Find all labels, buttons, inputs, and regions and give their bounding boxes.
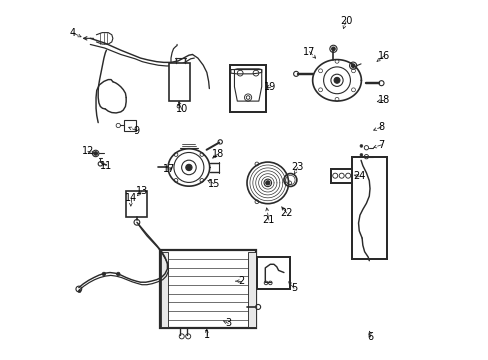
Bar <box>161 252 168 327</box>
Circle shape <box>185 164 192 171</box>
Text: 4: 4 <box>70 28 76 38</box>
Text: 12: 12 <box>81 146 94 156</box>
Text: 10: 10 <box>175 104 187 114</box>
Circle shape <box>94 152 97 155</box>
Circle shape <box>351 64 354 67</box>
Circle shape <box>359 153 362 156</box>
Bar <box>169 63 190 101</box>
Text: 8: 8 <box>378 122 384 132</box>
Text: 3: 3 <box>225 319 231 328</box>
Bar <box>124 121 136 131</box>
Circle shape <box>331 47 335 51</box>
Text: 5: 5 <box>290 283 297 293</box>
Circle shape <box>265 181 269 185</box>
Circle shape <box>78 290 81 293</box>
Bar <box>248 252 255 327</box>
Bar <box>230 65 265 112</box>
Text: 17: 17 <box>303 46 315 57</box>
Text: 11: 11 <box>100 161 112 171</box>
Text: 2: 2 <box>237 276 244 286</box>
Text: 15: 15 <box>207 179 220 189</box>
Text: 21: 21 <box>262 215 275 225</box>
Circle shape <box>102 272 105 276</box>
Circle shape <box>116 272 120 276</box>
Text: 18: 18 <box>377 95 389 105</box>
Text: 19: 19 <box>264 82 276 92</box>
Text: 9: 9 <box>133 126 139 135</box>
Bar <box>160 250 256 328</box>
Bar <box>330 168 354 183</box>
Text: 6: 6 <box>367 332 373 342</box>
Circle shape <box>359 144 362 147</box>
Circle shape <box>333 77 339 83</box>
Bar <box>351 157 386 259</box>
Text: 20: 20 <box>339 17 351 27</box>
Text: 7: 7 <box>378 140 384 150</box>
Text: 18: 18 <box>211 149 224 159</box>
Text: 24: 24 <box>352 171 365 181</box>
Text: 23: 23 <box>291 162 303 172</box>
Text: 17: 17 <box>163 164 175 174</box>
Text: 16: 16 <box>377 51 389 61</box>
Text: 13: 13 <box>135 186 147 197</box>
Text: 14: 14 <box>124 193 137 203</box>
Bar <box>257 257 289 289</box>
Text: 22: 22 <box>280 208 292 218</box>
Text: 1: 1 <box>203 330 209 340</box>
Bar <box>126 191 147 217</box>
